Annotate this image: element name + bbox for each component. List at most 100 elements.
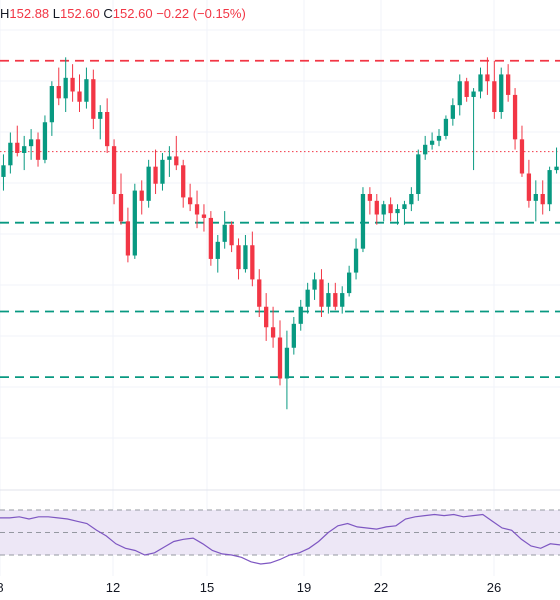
candle-body [84,79,89,102]
candle-body [56,86,61,99]
time-tick: 12 [105,580,121,595]
candle-body [540,194,545,205]
candle-body [367,194,373,201]
candle-body [22,146,27,153]
candle-body [381,204,386,215]
candle-body [132,190,137,256]
candle-body [105,112,110,147]
candle-body [478,74,483,92]
candle-body [519,139,525,174]
candle-body [28,139,34,147]
candle-body [409,194,414,205]
candle-body [533,194,538,201]
candle-body [270,327,276,338]
candle-body [443,118,449,136]
candle-body [160,159,165,184]
candle-body [395,209,400,214]
candle-body [70,77,75,92]
candle-body [91,79,96,119]
candle-body [346,272,352,294]
candle-body [174,156,179,166]
time-axis: 8 12 15 19 22 26 [0,576,560,600]
candle-body [305,289,310,307]
candle-body [450,105,455,119]
candle-body [49,86,54,123]
candle-body [429,140,435,145]
rsi-pane [0,489,560,565]
candle-body [319,279,324,307]
legend-high-label: H [0,6,10,21]
candle-body [243,245,248,270]
candle-body [139,190,144,201]
candle-body [526,173,532,201]
candle-body [77,91,82,102]
candle-body [201,214,207,218]
candle-body [236,245,241,270]
candle-body [15,142,20,153]
candle-body [436,135,442,141]
legend-low-label: L [52,6,61,21]
candle-body [277,337,283,379]
legend-low-value: 152.60 [60,6,100,21]
candle-body [118,194,124,222]
candle-body [111,146,117,194]
candle-body [547,170,552,205]
candlestick-series [1,57,559,410]
candle-body [423,144,428,155]
candle-body [312,279,317,290]
candle-body [167,156,172,160]
legend-high-value: 152.88 [9,6,50,21]
candle-body [471,91,476,97]
candle-body [1,165,6,177]
time-tick: 22 [373,580,389,595]
time-tick: 19 [296,580,312,595]
price-levels [0,59,560,379]
candle-body [208,217,214,259]
candle-body [416,154,421,194]
legend-close-label: C [103,6,113,21]
candle-body [499,74,504,112]
candle-body [194,204,200,215]
candle-body [554,166,559,171]
candle-body [298,306,303,324]
candle-body [229,224,234,246]
time-tick: 26 [486,580,502,595]
candle-body [291,323,296,348]
candle-body [215,241,220,259]
candle-body [485,74,490,82]
candle-body [222,224,227,242]
candle-body [512,94,518,140]
candle-body [8,142,13,166]
candle-body [153,166,158,184]
rsi-line [0,513,560,565]
legend-close-value: 152.60 [112,6,153,21]
time-tick: 8 [0,580,4,595]
chart-grid [0,0,560,576]
candle-body [402,204,407,210]
candle-body [374,200,379,215]
candle-body [181,165,186,198]
candle-body [125,221,131,256]
candle-body [63,77,68,99]
candle-body [340,293,345,307]
legend-change: −0.22 (−0.15%) [156,6,246,21]
candle-body [187,197,193,205]
price-chart[interactable] [0,0,560,576]
candle-body [353,248,359,273]
candle-body [388,204,393,214]
candle-body [464,81,469,97]
candle-body [492,81,497,112]
candle-body [284,347,290,379]
candle-body [35,139,41,160]
candle-body [42,122,48,160]
candle-body [257,279,262,307]
candle-body [326,293,331,307]
candle-body [506,74,511,95]
candle-body [98,112,103,119]
time-tick: 15 [199,580,215,595]
candle-body [146,166,151,201]
candle-body [264,306,269,328]
candle-body [333,293,338,307]
candle-body [250,245,255,280]
ohlc-legend: H152.88 L152.60 C152.60 −0.22 (−0.15%) [0,6,246,21]
